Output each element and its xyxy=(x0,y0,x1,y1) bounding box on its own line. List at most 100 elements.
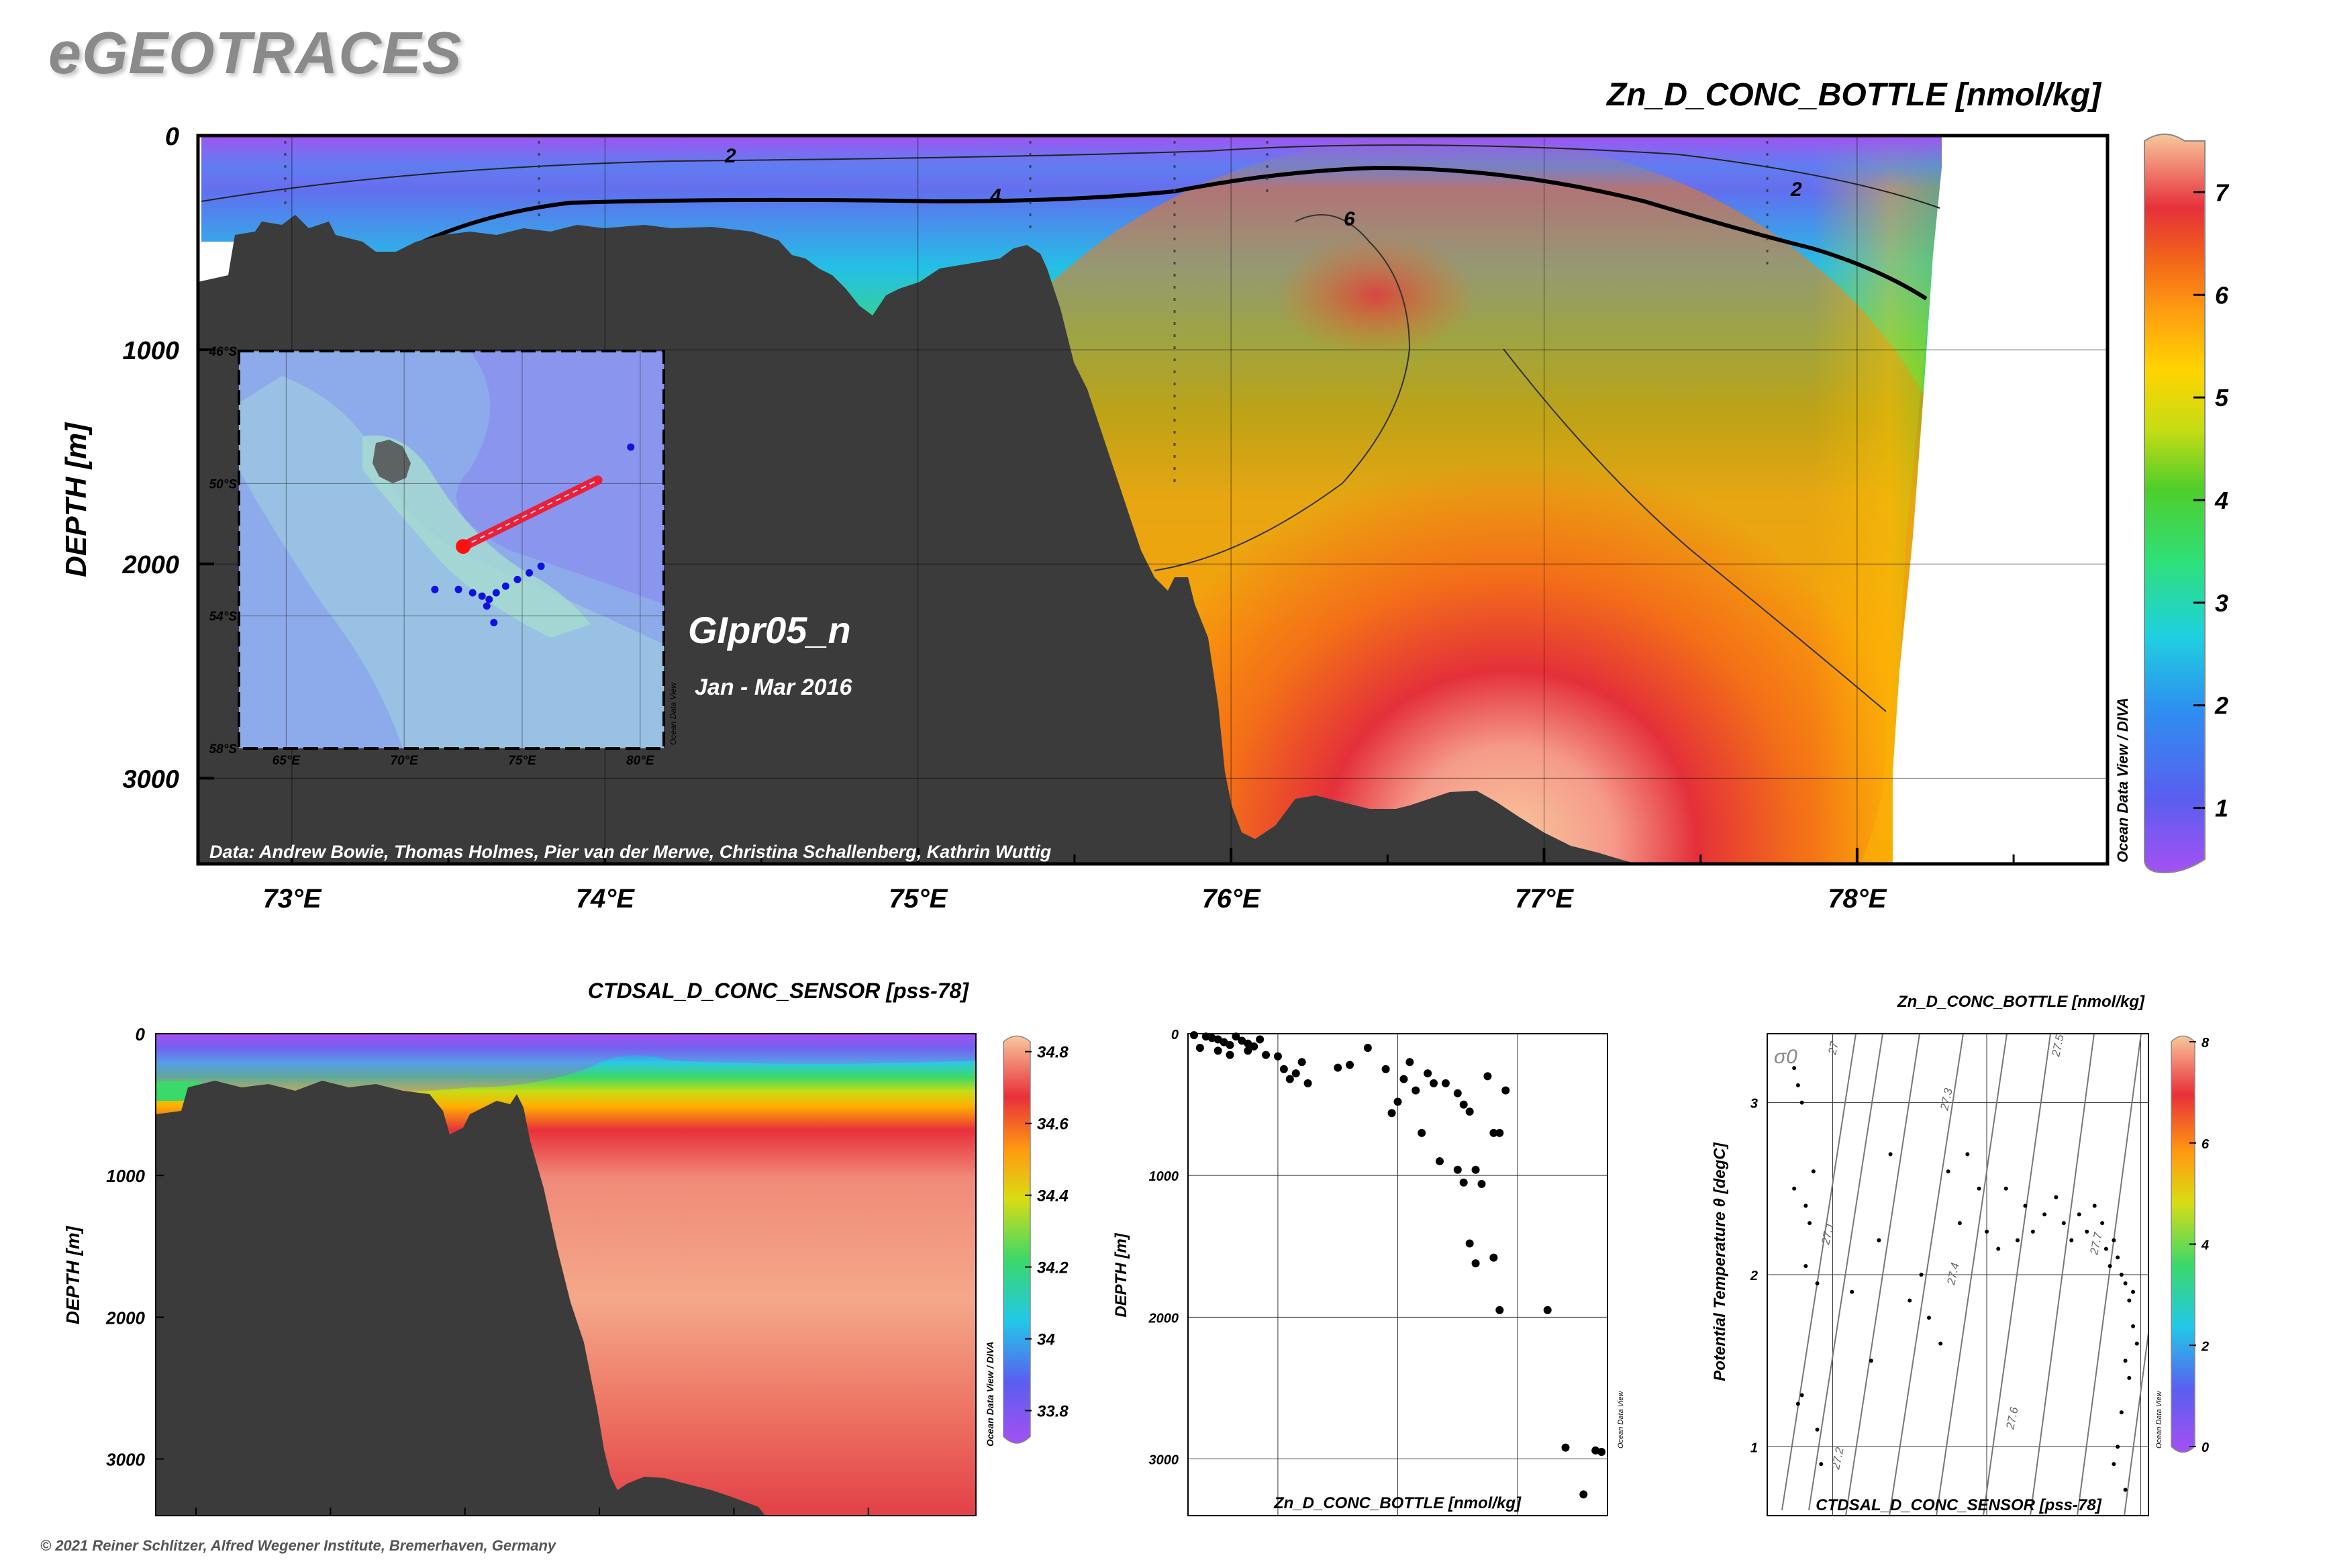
ts-point xyxy=(1815,1281,1820,1285)
ts-point xyxy=(2015,1238,2020,1242)
ts-point xyxy=(1799,1393,1804,1398)
scatter-point xyxy=(1399,1075,1408,1083)
svg-text:27.4: 27.4 xyxy=(1944,1262,1962,1287)
ts-colorbar: 0 2 4 6 8 xyxy=(2171,1035,2210,1455)
colorbar-tick-label: 1 xyxy=(2215,795,2228,822)
date-label: Jan - Mar 2016 xyxy=(695,675,852,700)
ts-point xyxy=(2123,1359,2128,1363)
scatter-point xyxy=(1226,1050,1234,1059)
y-tick-label: 2000 xyxy=(105,1308,145,1328)
ts-point xyxy=(2131,1289,2136,1294)
inset-station xyxy=(627,443,635,451)
scatter-point xyxy=(1489,1128,1498,1137)
ts-point xyxy=(1803,1204,1808,1208)
colorbar-tick-label: 5 xyxy=(2215,384,2229,411)
y-tick-label: 3000 xyxy=(122,765,179,793)
y-tick-label: 0 xyxy=(136,1024,146,1044)
inset-station xyxy=(501,582,509,590)
colorbar-tick-label: 6 xyxy=(2201,1137,2210,1152)
scatter-point xyxy=(1495,1128,1504,1137)
ts-point xyxy=(1938,1341,1943,1346)
main-title: Zn_D_CONC_BOTTLE [nmol/kg] xyxy=(1605,77,2102,113)
scatter-point xyxy=(1244,1039,1252,1048)
scatter-point xyxy=(1561,1443,1570,1452)
ts-point xyxy=(2116,1444,2120,1449)
scatter-point xyxy=(1387,1109,1396,1118)
scatter-point xyxy=(1465,1239,1474,1248)
y-tick-label: 0 xyxy=(165,123,179,151)
scatter-x-axis-label: Zn_D_CONC_BOTTLE [nmol/kg] xyxy=(1273,1494,1522,1512)
scatter-point xyxy=(1334,1063,1342,1072)
scatter-point xyxy=(1465,1108,1474,1116)
ts-point xyxy=(1908,1298,1912,1303)
ts-point xyxy=(1877,1238,1881,1242)
ts-point xyxy=(2116,1255,2120,1260)
section-label: GIpr05_n xyxy=(688,609,851,651)
ts-point xyxy=(2127,1375,2132,1380)
scatter-point xyxy=(1459,1100,1468,1109)
ts-point xyxy=(2112,1238,2116,1242)
ts-point xyxy=(1977,1186,1981,1191)
scatter-point xyxy=(1477,1179,1486,1188)
scatter-point xyxy=(1483,1072,1492,1081)
inset-lat-label: 58°S xyxy=(209,742,238,756)
scatter-point xyxy=(1346,1061,1354,1069)
ts-point xyxy=(2119,1410,2124,1415)
ts-watermark: Ocean Data View xyxy=(2155,1391,2163,1449)
y-tick-label: 2000 xyxy=(121,551,179,579)
inset-station xyxy=(431,585,439,593)
ts-point xyxy=(1919,1273,1924,1277)
ts-point xyxy=(2100,1221,2105,1226)
scatter-point xyxy=(1495,1306,1504,1314)
scatter-point xyxy=(1453,1165,1462,1174)
ts-point xyxy=(1799,1100,1804,1105)
y-tick-label: 3 xyxy=(1750,1097,1758,1112)
copyright: © 2021 Reiner Schlitzer, Alfred Wegener … xyxy=(40,1537,556,1554)
section-track-center xyxy=(462,479,598,547)
y-tick-label: 2 xyxy=(1750,1269,1758,1283)
ts-title: Zn_D_CONC_BOTTLE [nmol/kg] xyxy=(1897,993,2145,1011)
scatter-point xyxy=(1279,1065,1288,1073)
colorbar-tick-label: 2 xyxy=(2214,692,2228,720)
scatter-point xyxy=(1459,1178,1468,1187)
ts-point xyxy=(2108,1264,2112,1269)
y-tick-label: 0 xyxy=(1171,1028,1179,1042)
scatter-point xyxy=(1303,1079,1312,1087)
ts-point xyxy=(2069,1238,2074,1242)
ts-point xyxy=(2085,1229,2089,1234)
x-tick-label: 76°E xyxy=(1202,884,1261,914)
ts-point xyxy=(1815,1427,1820,1432)
x-tick-label: 74°E xyxy=(576,884,635,914)
ts-point xyxy=(2112,1462,2116,1467)
inset-station xyxy=(454,585,462,593)
brand-logo: eGEOTRACES xyxy=(48,19,462,86)
scatter-point xyxy=(1430,1079,1438,1087)
ts-point xyxy=(1803,1264,1808,1269)
inset-station xyxy=(537,562,545,571)
scatter-point xyxy=(1232,1032,1240,1041)
ts-point xyxy=(2092,1204,2097,1208)
scatter-point xyxy=(1363,1044,1372,1052)
scatter-point xyxy=(1238,1036,1246,1045)
svg-text:27.5: 27.5 xyxy=(2049,1033,2067,1059)
inset-map: 65°E 70°E 75°E 80°E 46°S 50°S 54°S 58°S Ocean D… xyxy=(209,345,678,768)
x-tick-label: 73°E xyxy=(262,884,321,914)
ts-point xyxy=(2119,1273,2124,1277)
colorbar-tick-label: 6 xyxy=(2215,281,2229,309)
colorbar-tick-label: 7 xyxy=(2215,179,2230,206)
ts-point xyxy=(2030,1229,2035,1234)
ts-point xyxy=(2123,1281,2128,1285)
scatter-point xyxy=(1543,1306,1552,1314)
ts-point xyxy=(2003,1186,2008,1191)
main-watermark: Ocean Data View / DIVA xyxy=(2114,697,2131,863)
main-section-chart: 73°E 74°E 75°E 76°E 77°E 78°E 0 1000 2000 3000 2… xyxy=(60,77,2230,914)
inset-lat-label: 46°S xyxy=(209,345,238,359)
scatter-point xyxy=(1262,1050,1271,1059)
scatter-point xyxy=(1256,1035,1265,1044)
ts-point xyxy=(2042,1212,2047,1217)
scatter-point xyxy=(1579,1490,1588,1499)
colorbar-tick-label: 34 xyxy=(1037,1331,1055,1349)
ts-y-axis-label: Potential Temperature θ [degC] xyxy=(1711,1142,1729,1381)
